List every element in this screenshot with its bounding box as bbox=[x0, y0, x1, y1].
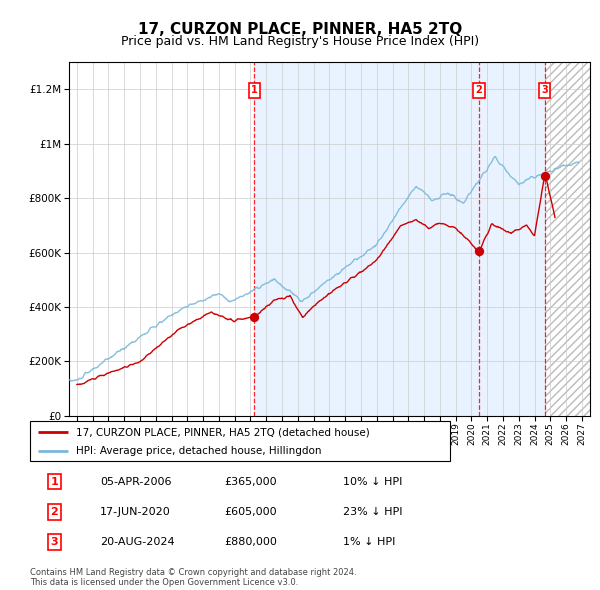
Text: Price paid vs. HM Land Registry's House Price Index (HPI): Price paid vs. HM Land Registry's House … bbox=[121, 35, 479, 48]
Text: £365,000: £365,000 bbox=[224, 477, 277, 487]
Bar bbox=[545, 62, 590, 416]
Point bbox=[474, 247, 484, 256]
Text: £605,000: £605,000 bbox=[224, 507, 277, 517]
Point bbox=[540, 172, 550, 181]
Text: HPI: Average price, detached house, Hillingdon: HPI: Average price, detached house, Hill… bbox=[76, 447, 322, 456]
Text: 2: 2 bbox=[475, 86, 482, 95]
Text: £880,000: £880,000 bbox=[224, 537, 277, 547]
Text: 10% ↓ HPI: 10% ↓ HPI bbox=[343, 477, 403, 487]
Text: 17-JUN-2020: 17-JUN-2020 bbox=[100, 507, 171, 517]
Bar bbox=[254, 62, 545, 416]
Text: 17, CURZON PLACE, PINNER, HA5 2TQ: 17, CURZON PLACE, PINNER, HA5 2TQ bbox=[138, 22, 462, 37]
Point bbox=[250, 312, 259, 322]
Text: 3: 3 bbox=[541, 86, 548, 95]
Text: 1% ↓ HPI: 1% ↓ HPI bbox=[343, 537, 395, 547]
Text: 17, CURZON PLACE, PINNER, HA5 2TQ (detached house): 17, CURZON PLACE, PINNER, HA5 2TQ (detac… bbox=[76, 428, 370, 438]
FancyBboxPatch shape bbox=[30, 421, 450, 461]
Text: 23% ↓ HPI: 23% ↓ HPI bbox=[343, 507, 403, 517]
Text: 2: 2 bbox=[50, 507, 58, 517]
Text: 3: 3 bbox=[50, 537, 58, 547]
Bar bbox=[545, 62, 590, 416]
Text: This data is licensed under the Open Government Licence v3.0.: This data is licensed under the Open Gov… bbox=[30, 578, 298, 587]
Bar bbox=[69, 62, 254, 416]
Text: Contains HM Land Registry data © Crown copyright and database right 2024.: Contains HM Land Registry data © Crown c… bbox=[30, 568, 356, 576]
Text: 05-APR-2006: 05-APR-2006 bbox=[100, 477, 172, 487]
Text: 1: 1 bbox=[50, 477, 58, 487]
Text: 1: 1 bbox=[251, 86, 258, 95]
Text: 20-AUG-2024: 20-AUG-2024 bbox=[100, 537, 175, 547]
